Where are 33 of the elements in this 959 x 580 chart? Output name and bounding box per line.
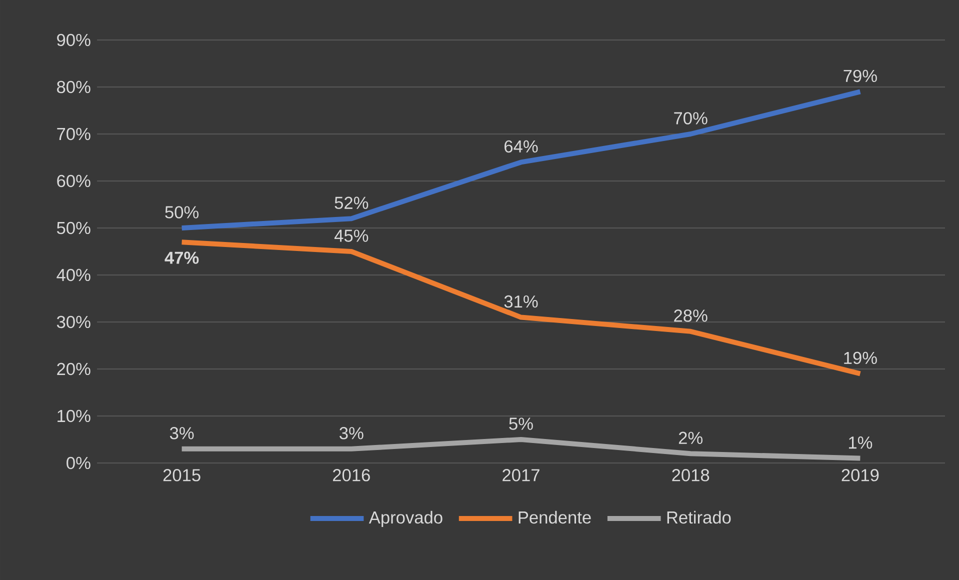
data-label: 19%: [844, 352, 877, 364]
y-tick-label: 0%: [66, 456, 90, 470]
x-tick-label: 2015: [163, 469, 200, 482]
y-tick-label: 60%: [57, 174, 90, 188]
data-label: 28%: [674, 310, 708, 322]
legend-label: Retirado: [667, 510, 731, 524]
data-label: 64%: [504, 140, 538, 153]
legend-label: Pendente: [518, 510, 591, 524]
y-tick-label: 80%: [57, 80, 90, 94]
y-tick-label: 20%: [57, 362, 90, 376]
data-label: 31%: [504, 295, 538, 308]
data-label: 52%: [334, 196, 368, 209]
y-tick-label: 70%: [57, 128, 90, 140]
data-label: 70%: [674, 112, 708, 124]
data-label: 2%: [678, 432, 703, 444]
legend-label: Aprovado: [368, 510, 442, 528]
x-tick-label: 2019: [842, 469, 879, 482]
data-label: 50%: [165, 206, 199, 218]
data-label: 5%: [509, 418, 533, 430]
y-tick-label: 50%: [56, 222, 90, 234]
data-label: 1%: [848, 436, 872, 449]
data-label: 3%: [170, 427, 194, 440]
x-tick-label: 2018: [672, 469, 710, 482]
x-tick-label: 2017: [502, 469, 540, 482]
y-tick-label: 30%: [56, 316, 90, 328]
data-label: 3%: [340, 427, 364, 440]
y-tick-label: 40%: [56, 268, 90, 282]
data-label: 47%: [164, 252, 199, 264]
data-label: 45%: [334, 230, 368, 242]
y-tick-label: 10%: [58, 410, 90, 422]
y-tick-label: 90%: [57, 34, 90, 46]
data-label: 79%: [844, 70, 877, 82]
x-tick-label: 2016: [333, 469, 370, 482]
